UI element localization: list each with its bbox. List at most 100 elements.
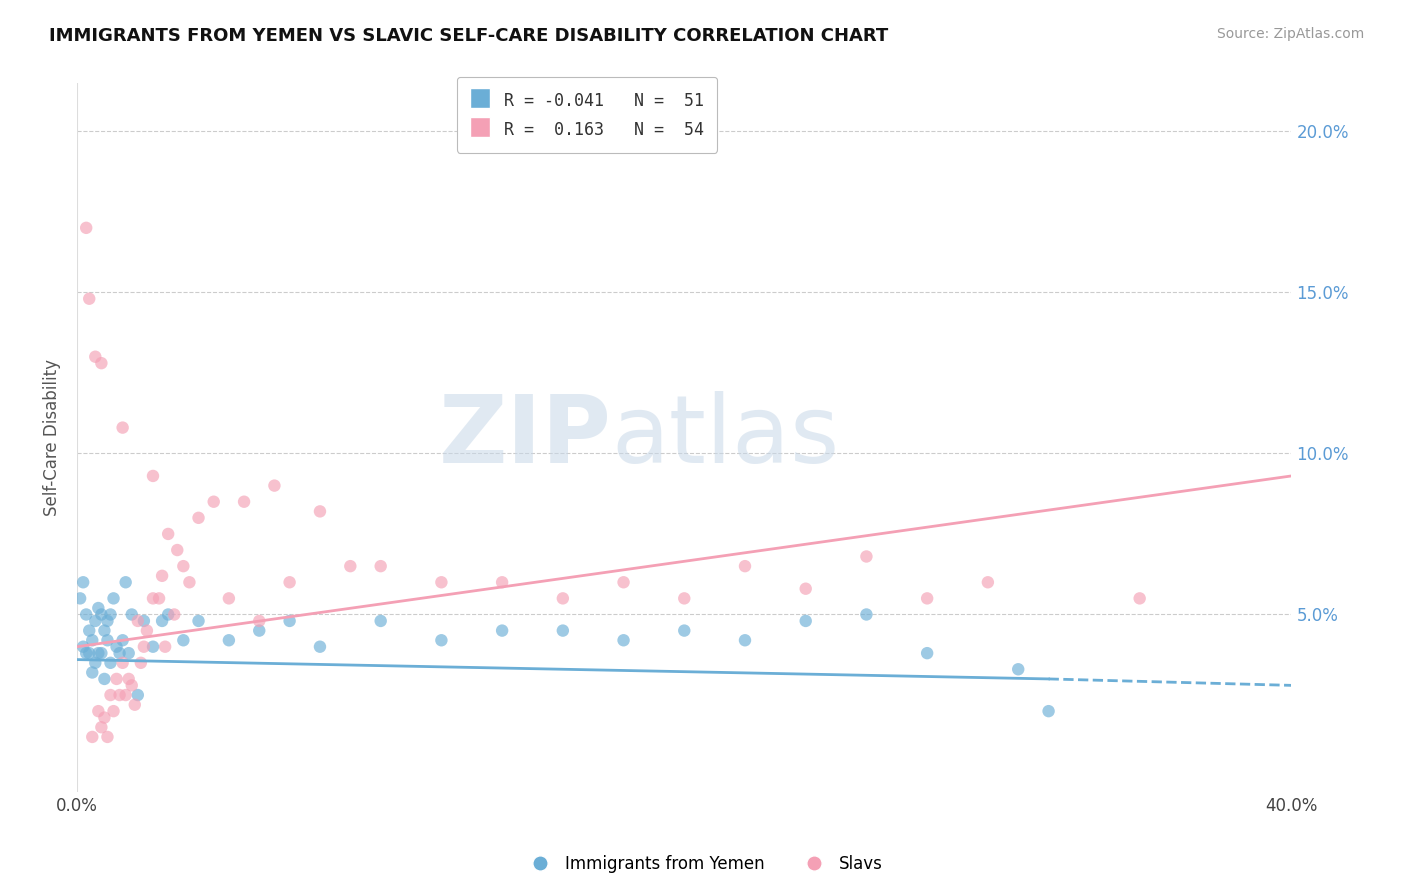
Point xyxy=(855,607,877,622)
Point xyxy=(187,614,209,628)
Point xyxy=(551,624,574,638)
Point xyxy=(127,688,149,702)
Point xyxy=(142,640,165,654)
Point xyxy=(111,420,134,434)
Point xyxy=(1038,704,1060,718)
Point xyxy=(247,624,270,638)
Point xyxy=(612,633,634,648)
Point xyxy=(673,624,696,638)
Point xyxy=(339,559,361,574)
Point xyxy=(100,688,122,702)
Point xyxy=(84,614,107,628)
Point xyxy=(75,220,97,235)
Point xyxy=(82,665,104,680)
Point xyxy=(915,591,938,606)
Point xyxy=(1129,591,1152,606)
Point xyxy=(153,640,176,654)
Point xyxy=(121,607,143,622)
Point xyxy=(84,350,107,364)
Point xyxy=(100,607,122,622)
Point xyxy=(135,624,157,638)
Point xyxy=(121,678,143,692)
Point xyxy=(96,614,118,628)
Point xyxy=(124,698,146,712)
Point xyxy=(148,591,170,606)
Point xyxy=(93,624,115,638)
Point xyxy=(166,543,188,558)
Point xyxy=(855,549,877,564)
Point xyxy=(233,494,256,508)
Point xyxy=(90,607,112,622)
Point xyxy=(114,688,136,702)
Point xyxy=(309,640,332,654)
Point xyxy=(82,633,104,648)
Point xyxy=(114,575,136,590)
Point xyxy=(105,640,128,654)
Point xyxy=(157,607,180,622)
Point xyxy=(157,527,180,541)
Text: Source: ZipAtlas.com: Source: ZipAtlas.com xyxy=(1216,27,1364,41)
Text: atlas: atlas xyxy=(612,392,839,483)
Point xyxy=(96,730,118,744)
Point xyxy=(794,582,817,596)
Point xyxy=(93,672,115,686)
Point xyxy=(103,704,125,718)
Point xyxy=(430,575,453,590)
Point xyxy=(142,469,165,483)
Point xyxy=(96,633,118,648)
Point xyxy=(77,624,100,638)
Point xyxy=(430,633,453,648)
Point xyxy=(111,633,134,648)
Point xyxy=(673,591,696,606)
Point xyxy=(118,646,141,660)
Point xyxy=(87,601,110,615)
Text: ZIP: ZIP xyxy=(439,392,612,483)
Point xyxy=(105,672,128,686)
Point xyxy=(187,511,209,525)
Point xyxy=(75,607,97,622)
Point xyxy=(90,356,112,370)
Point xyxy=(734,633,756,648)
Point xyxy=(915,646,938,660)
Point xyxy=(794,614,817,628)
Point xyxy=(491,624,513,638)
Point xyxy=(100,656,122,670)
Y-axis label: Self-Care Disability: Self-Care Disability xyxy=(44,359,60,516)
Text: IMMIGRANTS FROM YEMEN VS SLAVIC SELF-CARE DISABILITY CORRELATION CHART: IMMIGRANTS FROM YEMEN VS SLAVIC SELF-CAR… xyxy=(49,27,889,45)
Point xyxy=(111,656,134,670)
Point xyxy=(172,559,194,574)
Point xyxy=(278,575,301,590)
Point xyxy=(1007,662,1029,676)
Point xyxy=(90,720,112,734)
Point xyxy=(108,646,131,660)
Point xyxy=(118,672,141,686)
Legend: R = -0.041   N =  51, R =  0.163   N =  54: R = -0.041 N = 51, R = 0.163 N = 54 xyxy=(457,77,717,153)
Point xyxy=(218,633,240,648)
Point xyxy=(977,575,1000,590)
Point xyxy=(150,614,173,628)
Point xyxy=(132,614,155,628)
Point xyxy=(179,575,201,590)
Point xyxy=(370,614,392,628)
Point xyxy=(127,614,149,628)
Point xyxy=(90,646,112,660)
Point xyxy=(551,591,574,606)
Point xyxy=(87,646,110,660)
Point xyxy=(263,478,285,492)
Point xyxy=(612,575,634,590)
Point xyxy=(103,591,125,606)
Point xyxy=(84,656,107,670)
Point xyxy=(163,607,186,622)
Point xyxy=(734,559,756,574)
Point xyxy=(77,646,100,660)
Point xyxy=(150,569,173,583)
Point xyxy=(75,646,97,660)
Point xyxy=(77,292,100,306)
Legend: Immigrants from Yemen, Slavs: Immigrants from Yemen, Slavs xyxy=(516,848,890,880)
Point xyxy=(247,614,270,628)
Point xyxy=(202,494,225,508)
Point xyxy=(370,559,392,574)
Point xyxy=(278,614,301,628)
Point xyxy=(93,710,115,724)
Point xyxy=(129,656,152,670)
